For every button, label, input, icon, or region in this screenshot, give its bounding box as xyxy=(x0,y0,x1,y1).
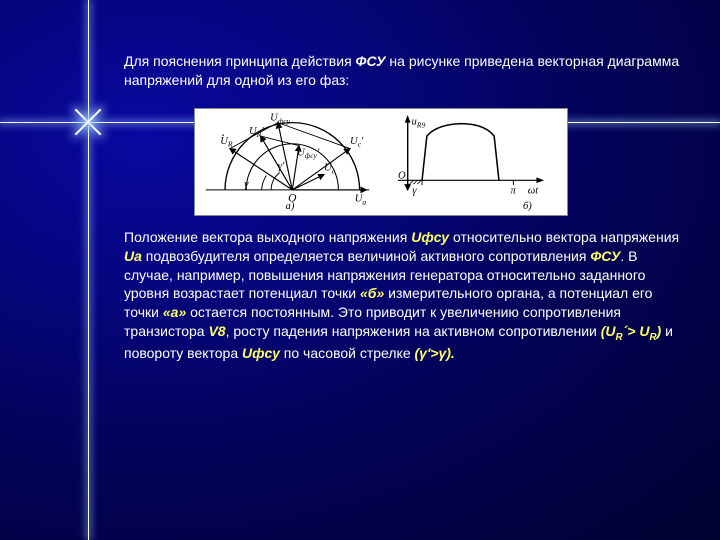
body-ua: Uа xyxy=(124,248,142,264)
body-ufsu2: Uфсу xyxy=(242,345,280,361)
label-a: а) xyxy=(286,201,295,212)
intro-text-1: Для пояснения принципа действия xyxy=(124,53,356,69)
label-gamma2: γ xyxy=(412,186,417,197)
body-fsu2: ФСУ xyxy=(590,248,620,264)
label-O2: O xyxy=(398,170,406,181)
decor-vertical-line xyxy=(88,0,89,540)
label-b: б) xyxy=(523,201,532,212)
body-t3: подвозбудителя определяется величиной ак… xyxy=(142,248,590,264)
body-urineq: (UR´> UR) xyxy=(601,323,661,339)
decor-star-icon xyxy=(79,113,97,131)
body-v8: V8 xyxy=(208,323,225,339)
body-t2: относительно вектора напряжения xyxy=(449,229,679,245)
body-t9: по часовой стрелке xyxy=(280,345,415,361)
figure-svg: O xyxy=(201,113,547,213)
label-Ucp: Uc' xyxy=(350,136,364,149)
figure: O xyxy=(194,108,568,216)
slide-content: Для пояснения принципа действия ФСУ на р… xyxy=(124,52,680,363)
intro-fsu: ФСУ xyxy=(356,53,386,69)
label-UR: UR xyxy=(220,136,233,149)
label-Ua: Ua xyxy=(355,193,367,206)
body-paragraph: Положение вектора выходного напряжения U… xyxy=(124,228,680,363)
body-t1: Положение вектора выходного напряжения xyxy=(124,229,411,245)
label-URp: UR' xyxy=(249,126,264,139)
waveform-plot: uR9 O γ π ωt б) xyxy=(398,115,544,212)
body-t7: , росту падения напряжения на активном с… xyxy=(226,323,601,339)
label-uR9: uR9 xyxy=(411,116,425,129)
label-Uc: Uc xyxy=(324,162,336,175)
body-ptb: «б» xyxy=(360,285,384,301)
label-omegat: ωt xyxy=(528,186,539,197)
label-Ufsup: Uфсу' xyxy=(297,147,320,160)
label-pi: π xyxy=(510,186,516,197)
body-gamma: (γ'>γ). xyxy=(415,345,455,361)
label-gamma: γ xyxy=(244,179,249,190)
label-gammap: γ' xyxy=(278,161,285,172)
vector-diagram: O xyxy=(206,113,369,212)
label-Ufsu: Uфсу xyxy=(270,113,290,126)
body-pta: «а» xyxy=(163,304,186,320)
body-ufsu1: Uфсу xyxy=(411,229,449,245)
intro-paragraph: Для пояснения принципа действия ФСУ на р… xyxy=(124,52,680,90)
